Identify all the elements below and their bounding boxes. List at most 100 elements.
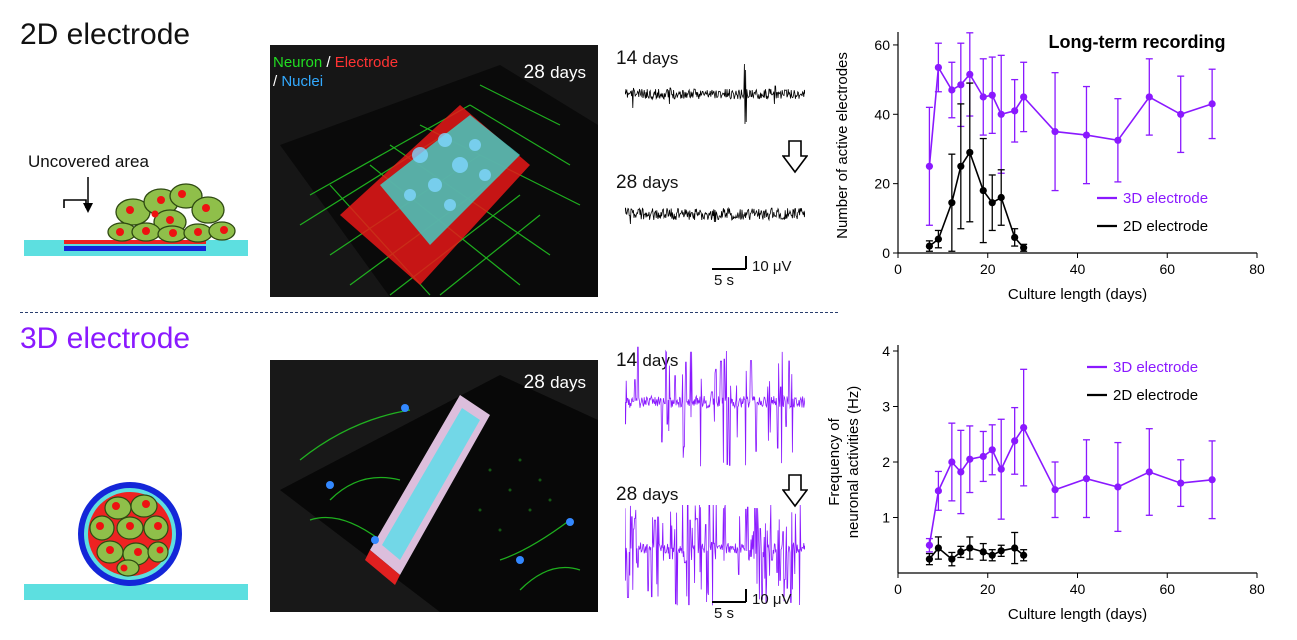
data-point: [1020, 93, 1028, 101]
section-title-3d: 3D electrode: [20, 322, 191, 355]
data-point: [1177, 110, 1185, 118]
data-point: [988, 446, 996, 454]
trace-line: [625, 505, 805, 606]
data-point: [948, 555, 956, 563]
trace-2d-28-days: [625, 206, 805, 225]
scale-amp-3d: 10 μV: [752, 591, 792, 608]
legend-label: 2D electrode: [1123, 218, 1208, 235]
series-line: [928, 426, 1213, 546]
section-divider: [20, 312, 838, 313]
data-point: [948, 199, 956, 207]
day-number: 28: [616, 484, 638, 505]
arrow-down-icon: [781, 474, 809, 513]
series-line: [928, 546, 1025, 561]
data-point: [966, 455, 974, 463]
stain-neuron-label: Neuron: [273, 54, 323, 71]
series-3d-electrode: [925, 32, 1216, 226]
stain-separator: /: [322, 54, 335, 71]
y-tick-label: 2: [882, 454, 890, 470]
micro-3d-day-label: 28 days: [524, 372, 586, 394]
x-tick-label: 0: [894, 581, 902, 597]
stain-electrode-label: Electrode: [334, 54, 399, 71]
trace-line: [625, 63, 805, 125]
day-number: 14: [616, 350, 638, 371]
microscopy-3d-render: [270, 360, 598, 612]
trace-3d-28-days: [625, 505, 805, 606]
y-tick-label: 4: [882, 343, 890, 359]
y-tick-label: 1: [882, 510, 890, 526]
schematic-2d-electrode: [24, 177, 248, 256]
day-unit: days: [550, 373, 586, 392]
data-point: [1011, 107, 1019, 115]
data-point: [1011, 544, 1019, 552]
trace-2d-14-label: 14 days: [616, 48, 678, 70]
data-point: [948, 86, 956, 94]
data-point: [988, 551, 996, 559]
data-point: [997, 465, 1005, 473]
data-point: [1051, 128, 1059, 136]
x-tick-label: 60: [1159, 581, 1175, 597]
x-tick-label: 80: [1249, 261, 1265, 277]
day-number: 14: [616, 48, 638, 69]
stain-nuclei-label: Nuclei: [281, 73, 324, 90]
chart-title: Long-term recording: [1048, 32, 1225, 52]
series-line: [928, 64, 1213, 167]
data-point: [1020, 551, 1028, 559]
scale-bar-3d: [712, 589, 747, 603]
data-point: [1020, 244, 1028, 252]
data-point: [1011, 233, 1019, 241]
schematic-3d-electrode: [24, 482, 248, 600]
day-number: 28: [523, 372, 545, 393]
day-unit: days: [642, 351, 679, 370]
y-tick-label: 20: [874, 176, 890, 192]
legend-label: 3D electrode: [1123, 190, 1208, 207]
microscopy-image-2d: Neuron / Electrode / Nuclei 28 days: [270, 45, 598, 297]
data-point: [925, 555, 934, 563]
data-point: [966, 70, 974, 79]
data-point: [966, 148, 974, 157]
data-point: [1082, 131, 1091, 139]
scale-bar-2d: [712, 256, 747, 270]
y-axis-label: Frequency of: [826, 417, 843, 505]
uncovered-area-label: Uncovered area: [28, 152, 149, 171]
data-point: [1082, 475, 1091, 483]
data-point: [1114, 483, 1122, 491]
stain-legend-2d: Neuron / Electrode / Nuclei: [273, 53, 398, 91]
arrow-down-icon: [781, 140, 809, 179]
x-tick-label: 0: [894, 261, 902, 277]
trace-3d-28-label: 28 days: [616, 484, 678, 506]
data-point: [1020, 423, 1028, 432]
trace-2d-14-days: [625, 63, 805, 125]
data-point: [997, 193, 1005, 202]
data-point: [1145, 93, 1153, 101]
x-tick-label: 40: [1070, 581, 1086, 597]
microscopy-image-3d: 28 days: [270, 360, 598, 612]
data-point: [957, 81, 965, 89]
scale-time-2d: 5 s: [714, 272, 735, 289]
x-axis-label: Culture length (days): [1008, 606, 1147, 623]
day-number: 28: [616, 172, 638, 193]
data-point: [925, 162, 934, 170]
data-point: [948, 458, 956, 466]
x-tick-label: 20: [980, 581, 996, 597]
y-tick-label: 0: [882, 245, 890, 261]
data-point: [934, 487, 942, 495]
data-point: [1145, 468, 1153, 476]
data-point: [957, 548, 965, 556]
scale-amp-2d: 10 μV: [752, 258, 792, 275]
data-point: [997, 110, 1005, 118]
series-2d-electrode: [925, 531, 1028, 567]
trace-3d-14-days: [625, 346, 805, 467]
chart-active-electrodes: 0 20 40 60 80 0 20 40 60 Culture length (days) Num…: [834, 32, 1265, 303]
data-point: [925, 541, 934, 549]
y-tick-label: 3: [882, 399, 890, 415]
series-line: [928, 150, 1025, 249]
x-tick-label: 20: [980, 261, 996, 277]
day-unit: days: [642, 49, 679, 68]
data-point: [979, 186, 987, 195]
y-tick-label: 40: [874, 106, 890, 122]
data-point: [997, 547, 1005, 555]
data-point: [1011, 437, 1019, 445]
data-point: [1177, 479, 1185, 487]
data-point: [934, 63, 942, 72]
